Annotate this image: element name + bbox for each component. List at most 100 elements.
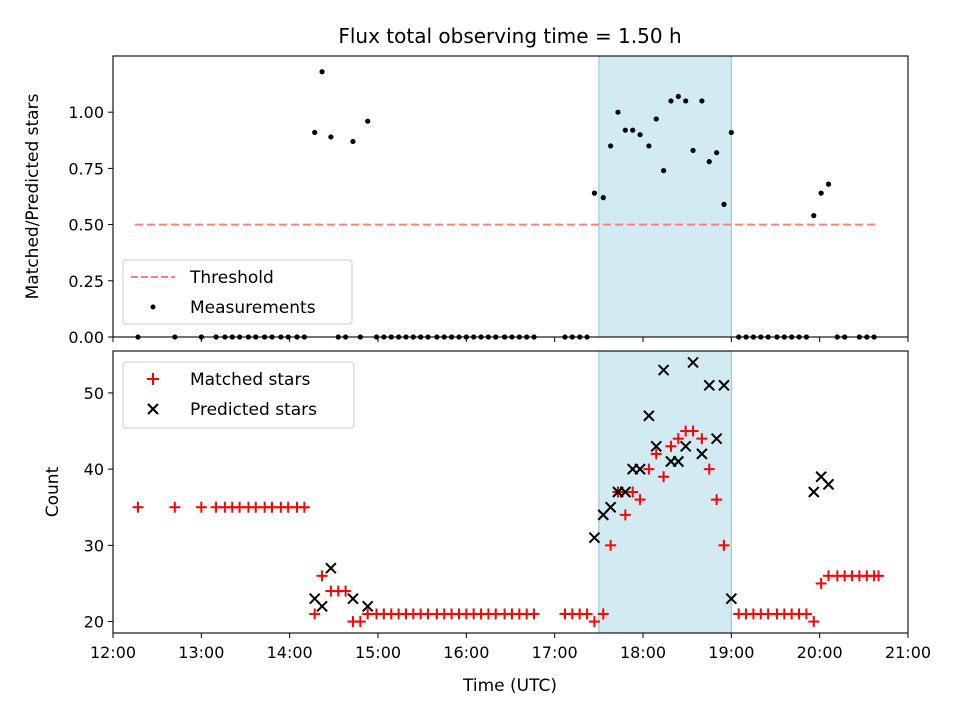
- predicted-star-marker: [361, 600, 374, 613]
- predicted-star-markers: [308, 356, 835, 613]
- y-tick-label: 1.00: [68, 103, 104, 122]
- legend-box: [122, 361, 355, 429]
- matched-star-marker: [643, 463, 655, 475]
- predicted-star-marker: [650, 440, 662, 452]
- matched-star-marker: [581, 608, 593, 620]
- y-tick-label: 20: [84, 613, 104, 632]
- matched-star-marker: [711, 494, 723, 506]
- x-tick-label: 17:00: [532, 643, 578, 662]
- y-tick-label: 0.00: [68, 328, 104, 347]
- matched-star-marker: [316, 570, 328, 582]
- predicted-star-marker: [679, 440, 692, 452]
- predicted-star-marker: [822, 478, 835, 491]
- measurement-point: [811, 213, 817, 219]
- y-tick-label: 30: [84, 536, 104, 555]
- x-tick-label: 18:00: [620, 643, 666, 662]
- measurement-point: [818, 190, 824, 196]
- x-tick-label: 13:00: [178, 643, 224, 662]
- matched-star-marker: [718, 539, 730, 551]
- matched-star-marker: [658, 471, 670, 483]
- measurement-point: [683, 98, 689, 104]
- matched-star-marker: [588, 616, 600, 628]
- measurement-point: [653, 116, 659, 122]
- matched-star-marker: [665, 440, 677, 452]
- ratio-panel: 0.00 0.25 0.50 0.75 1.00 Matched/Predicted s…: [23, 55, 909, 347]
- y-tick-label: 0.50: [68, 216, 104, 235]
- predicted-star-marker: [672, 455, 685, 468]
- measurement-point: [319, 69, 325, 75]
- predicted-star-marker: [687, 356, 699, 369]
- predicted-star-marker: [643, 410, 655, 422]
- matched-star-marker: [605, 539, 617, 551]
- measurement-point: [675, 93, 681, 100]
- measurement-point: [728, 129, 734, 136]
- x-axis-ticks: 12:00 13:00 14:00 15:00 16:00 17:00 18:00 19:00…: [90, 633, 931, 662]
- measurement-point: [721, 201, 727, 207]
- y-tick-label: 0.25: [68, 272, 104, 291]
- chart-title: Flux total observing time = 1.50 h: [338, 24, 681, 48]
- measurement-point: [825, 181, 832, 187]
- x-tick-label: 16:00: [443, 643, 489, 662]
- x-axis-label: Time (UTC): [462, 676, 557, 696]
- matched-star-marker: [703, 463, 715, 475]
- measurement-point: [615, 109, 621, 115]
- matched-star-marker: [619, 509, 631, 521]
- matched-star-marker: [672, 433, 684, 445]
- measurement-point: [591, 190, 598, 196]
- matched-star-marker: [354, 616, 366, 628]
- legend-matched-swatch: [147, 373, 159, 385]
- x-tick-label: 19:00: [708, 643, 754, 662]
- x-tick-label: 20:00: [797, 643, 843, 662]
- matched-star-marker: [169, 501, 181, 513]
- matched-star-marker: [873, 570, 885, 582]
- measurement-point: [646, 143, 652, 149]
- matched-star-marker: [132, 501, 144, 513]
- predicted-star-marker: [718, 379, 730, 392]
- y-tick-label: 0.75: [68, 159, 104, 178]
- predicted-star-marker: [316, 600, 328, 613]
- predicted-star-marker: [619, 486, 632, 498]
- measurement-point: [630, 127, 636, 133]
- y-axis-label: Matched/Predicted stars: [23, 93, 43, 299]
- matched-star-marker: [687, 425, 699, 437]
- measurement-point: [699, 98, 705, 104]
- y-axis-label: Count: [43, 466, 63, 517]
- count-panel-frame: [112, 350, 909, 634]
- x-axis-ticks: [112, 337, 909, 342]
- matched-star-marker: [528, 608, 540, 620]
- measurement-point: [690, 147, 696, 154]
- legend-predicted-swatch: [147, 403, 159, 415]
- matched-star-marker: [815, 577, 827, 589]
- matched-star-marker: [696, 433, 708, 445]
- measurement-point: [600, 195, 606, 201]
- y-axis-ticks: 0.00 0.25 0.50 0.75 1.00: [68, 103, 113, 347]
- measurement-point: [328, 134, 334, 140]
- measurement-point: [661, 168, 667, 174]
- matched-star-marker: [195, 501, 207, 513]
- legend-threshold-label: Threshold: [189, 268, 274, 288]
- legend-matched-label: Matched stars: [190, 370, 310, 390]
- x-tick-label: 21:00: [885, 643, 931, 662]
- predicted-star-marker: [588, 532, 601, 544]
- predicted-star-marker: [725, 592, 738, 605]
- predicted-star-marker: [347, 592, 359, 605]
- predicted-star-marker: [604, 501, 617, 513]
- matched-star-marker: [627, 486, 639, 498]
- matched-star-marker: [298, 501, 310, 513]
- y-tick-label: 40: [84, 460, 104, 479]
- measurement-point: [622, 127, 628, 133]
- x-tick-label: 15:00: [355, 643, 401, 662]
- ratio-panel-frame: [112, 55, 909, 338]
- matched-star-marker: [808, 616, 820, 628]
- x-tick-label: 14:00: [267, 643, 313, 662]
- measurement-point: [668, 98, 674, 104]
- measurement-point: [312, 129, 318, 136]
- legend: Threshold Measurements: [122, 259, 353, 325]
- matched-star-marker: [800, 608, 812, 620]
- y-axis-ticks: 20 30 40 50: [84, 384, 113, 632]
- legend-box: [122, 259, 353, 325]
- predicted-star-marker: [703, 379, 715, 392]
- measurement-point: [608, 143, 614, 149]
